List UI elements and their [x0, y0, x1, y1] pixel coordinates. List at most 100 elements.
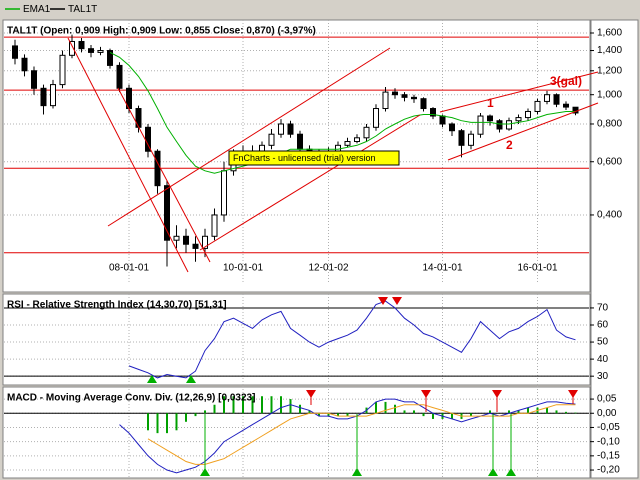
candle-body: [107, 50, 113, 66]
chart-title: MACD - Moving Average Conv. Div. (12,26,…: [7, 393, 255, 404]
trendline: [67, 37, 189, 273]
trendline: [117, 87, 211, 263]
candle-body: [335, 144, 341, 152]
histogram-bar: [432, 413, 434, 419]
histogram-bar: [337, 413, 339, 417]
trendline: [439, 71, 599, 113]
buy-signal: [200, 468, 516, 476]
y-tick-label: 0,600: [597, 156, 622, 167]
candle-body: [116, 64, 123, 89]
y-tick-label: 1,000: [597, 89, 622, 100]
candle-body: [487, 115, 493, 122]
trendlines: [67, 37, 599, 273]
annotation: 3(gal): [550, 74, 582, 88]
y-tick-label: 1,200: [597, 65, 622, 76]
histogram-bar: [574, 412, 577, 414]
y-tick-label: 1,600: [597, 28, 622, 39]
candle-body: [40, 87, 47, 107]
rsi-line: [128, 300, 576, 379]
histogram-bar: [394, 404, 396, 414]
candle-body: [202, 235, 208, 249]
histogram-bar: [194, 413, 197, 417]
histogram-bar: [232, 396, 235, 414]
histogram-bar: [517, 410, 520, 414]
y-tick-label: 30: [597, 371, 609, 382]
histogram-bar: [327, 413, 330, 417]
x-tick-label: 08-01-01: [109, 263, 149, 274]
legend-label: TAL1T: [68, 4, 97, 15]
candle-body: [278, 123, 284, 135]
histogram-bar: [175, 413, 178, 431]
y-tick-label: 0,400: [597, 210, 622, 221]
x-tick-label: 14-01-01: [422, 263, 462, 274]
candle-body: [69, 40, 75, 56]
histogram-bar: [213, 404, 216, 414]
rsi-panel: [2, 293, 591, 386]
candle-body: [563, 103, 569, 108]
histogram-bar: [451, 413, 453, 419]
sell-line: [310, 392, 574, 412]
watermark: FnCharts - unlicensed (trial) version: [233, 153, 376, 163]
candle-body: [78, 40, 85, 50]
candle-body: [458, 130, 465, 146]
candle-body: [88, 48, 94, 53]
histogram-bar: [470, 413, 472, 417]
legend-bar: [0, 0, 640, 19]
candle-body: [525, 110, 531, 119]
histogram-bar: [204, 410, 206, 414]
candle-body: [496, 120, 503, 130]
annotation: 2: [506, 138, 513, 152]
candle-body: [221, 170, 227, 216]
candle-body: [363, 126, 370, 139]
candle-body: [553, 94, 560, 105]
axis-panel: [590, 19, 639, 479]
candle-body: [59, 54, 66, 86]
candle-body: [154, 150, 161, 187]
histogram-bar: [280, 396, 282, 414]
candle-body: [192, 243, 199, 249]
candle-body: [50, 84, 56, 107]
candle-body: [439, 115, 446, 125]
histogram-bar: [413, 410, 415, 414]
histogram-bar: [308, 410, 311, 414]
histogram-bar: [147, 413, 149, 431]
chart-title: TAL1T (Open: 0,909 High: 0,909 Low: 0,85…: [7, 26, 316, 37]
y-tick-label: 1,400: [597, 45, 622, 56]
y-tick-label: -0,20: [597, 465, 620, 476]
histogram-bar: [251, 396, 254, 414]
candle-body: [31, 70, 37, 89]
candle-body: [420, 98, 427, 110]
histogram-bar: [289, 399, 292, 414]
candle-body: [401, 94, 408, 98]
chart-title: RSI - Relative Strength Index (14,30,70)…: [7, 300, 227, 311]
y-tick-label: -0,15: [597, 450, 620, 461]
candle-body: [430, 108, 436, 117]
y-tick-label: 40: [597, 354, 609, 365]
candle-body: [382, 91, 389, 110]
histogram-bar: [403, 410, 406, 414]
annotation: 1: [487, 96, 494, 110]
candle-body: [164, 185, 170, 241]
candle-body: [211, 214, 218, 237]
candle-body: [411, 96, 417, 100]
candle-body: [173, 235, 180, 241]
candle-body: [21, 57, 28, 72]
histogram-bar: [375, 401, 377, 414]
candle-body: [344, 141, 351, 146]
histogram-bar: [546, 407, 548, 414]
y-tick-label: -0,10: [597, 436, 620, 447]
histogram-bar: [555, 410, 558, 414]
histogram-bar: [156, 413, 159, 434]
candle-body: [534, 100, 541, 112]
histogram-bar: [299, 404, 301, 414]
buy-line: [204, 414, 512, 474]
histogram-bar: [185, 413, 187, 422]
candle-body: [354, 137, 360, 143]
sell-signal: [378, 297, 402, 305]
ema-line: [109, 51, 576, 174]
plot-layer: 08-01-01 10-01-01 12-01-02 14-01-01 16-01-01: [4, 20, 589, 478]
candle-body: [97, 50, 104, 53]
candle-body: [12, 45, 18, 59]
histogram-bar: [270, 396, 273, 414]
